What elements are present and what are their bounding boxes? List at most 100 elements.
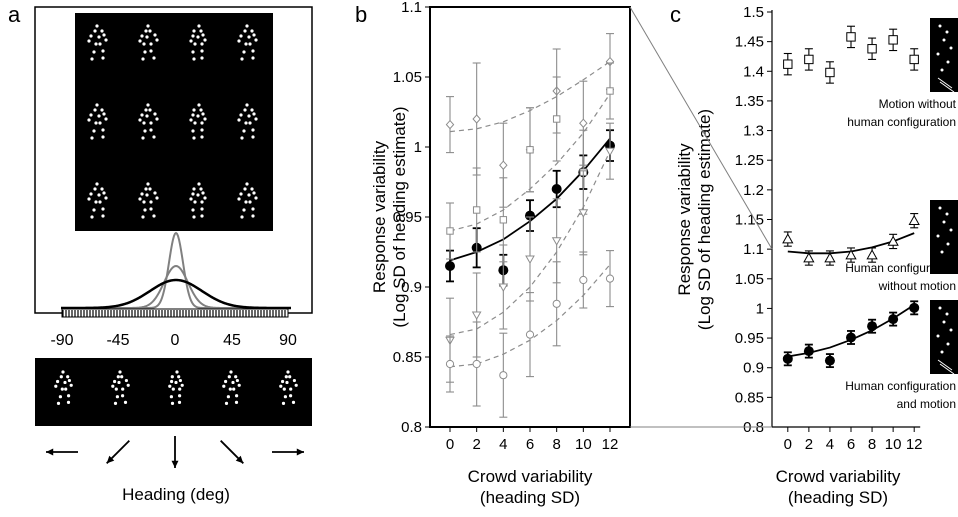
thumbnail-dot <box>949 46 953 50</box>
tuning-curve <box>61 231 291 309</box>
walker-dot <box>196 35 200 39</box>
walker-dot <box>201 112 205 116</box>
thumbnail-dot <box>946 60 950 64</box>
y-axis-label: Response variability(Log SD of heading e… <box>370 106 409 327</box>
data-point <box>846 32 856 42</box>
walker-dot <box>141 215 145 219</box>
thumbnail-dot <box>942 320 946 324</box>
walker-dot <box>92 129 96 133</box>
series-open-square <box>783 25 919 84</box>
walker-dot <box>191 34 195 38</box>
walker-stimulus <box>138 24 159 61</box>
walker-dot <box>149 121 153 125</box>
walker-dot <box>90 57 94 61</box>
heading-arrow <box>220 440 244 464</box>
walker-dot <box>191 50 195 54</box>
walker-dot <box>229 370 233 374</box>
walker-dot <box>170 375 174 379</box>
data-point <box>824 355 835 366</box>
walker-dot <box>69 383 73 387</box>
walker-dot <box>200 49 204 53</box>
walker-dot <box>245 182 249 186</box>
walker-dot <box>121 394 125 398</box>
walker-stimulus <box>189 103 207 140</box>
thumbnail-dot <box>949 228 953 232</box>
walker-dot <box>169 395 173 399</box>
walker-dot <box>279 384 283 388</box>
data-point <box>845 249 857 260</box>
thumbnail-dot <box>936 52 940 56</box>
walker-dot <box>201 191 205 195</box>
y-tick-label: 1.5 <box>743 4 764 21</box>
walker-example <box>111 370 130 405</box>
walker-dot <box>199 108 203 112</box>
motion-arrow <box>939 81 955 93</box>
walker-dot <box>284 375 288 379</box>
walker-dot <box>237 118 241 122</box>
walker-dot <box>237 383 241 387</box>
walker-dot <box>63 380 67 385</box>
series-open-circle <box>445 250 615 418</box>
walker-dot <box>87 197 91 201</box>
thumbnail-dot <box>945 30 949 34</box>
heading-arrow <box>272 448 304 456</box>
data-point <box>472 206 481 214</box>
walker-dot <box>228 387 232 391</box>
x-tick-label: 10 <box>575 436 592 453</box>
data-point <box>782 233 794 244</box>
walker-dot <box>142 42 146 46</box>
walker-dot <box>196 193 200 197</box>
series-open-triangle <box>782 213 920 266</box>
walker-dot <box>140 192 144 196</box>
walker-dot <box>251 128 255 132</box>
walker-dot <box>294 383 298 387</box>
data-point <box>471 311 482 321</box>
walker-dot <box>145 193 149 197</box>
walker-dot <box>93 29 97 33</box>
walker-stimulus <box>87 24 108 61</box>
y-tick-label: 1.35 <box>735 93 764 110</box>
walker-dot <box>148 108 152 112</box>
walker-dot <box>153 33 157 37</box>
data-point <box>909 54 919 65</box>
walker-dot <box>281 379 285 384</box>
y-tick-label: 1.2 <box>743 182 764 199</box>
walker-dot <box>104 38 108 42</box>
data-point <box>606 87 614 95</box>
walker-dot <box>243 108 247 112</box>
walker-dot <box>177 400 182 404</box>
thumbnail-dot <box>936 334 940 338</box>
y-tick-label: 0.85 <box>735 389 764 406</box>
walker-dot <box>197 182 201 186</box>
walker-dot <box>102 112 106 116</box>
heading-tick-label: -90 <box>50 332 73 349</box>
walker-dot <box>292 378 296 383</box>
walker-dot <box>144 29 148 33</box>
walker-dot <box>101 56 105 60</box>
y-tick-label: 0.85 <box>393 349 422 366</box>
condition-thumbnail <box>930 300 958 375</box>
walker-dot <box>92 208 96 212</box>
walker-dot <box>144 108 148 112</box>
walker-dot <box>141 136 145 140</box>
data-point <box>498 283 509 293</box>
x-axis-label-line: (heading SD) <box>788 488 888 507</box>
data-point <box>803 346 814 357</box>
y-tick-label: 1.45 <box>735 34 764 51</box>
data-point <box>867 321 878 332</box>
walker-dot <box>232 387 236 391</box>
panel-label-b: b <box>355 2 367 27</box>
walker-dot <box>282 387 286 391</box>
walker-dot <box>140 34 144 38</box>
x-tick-label: 6 <box>847 436 855 453</box>
walker-dot <box>153 112 157 116</box>
heading-tick-label: 90 <box>279 332 297 349</box>
heading-tick-label: -45 <box>106 332 129 349</box>
walker-dot <box>59 375 63 379</box>
walker-dot <box>121 387 125 391</box>
walker-dot <box>54 384 58 388</box>
x-axis-label: Crowd variability (heading SD) <box>468 467 593 507</box>
walker-dot <box>141 57 145 61</box>
walker-dot <box>191 208 195 212</box>
series-filled-circle <box>782 300 920 369</box>
